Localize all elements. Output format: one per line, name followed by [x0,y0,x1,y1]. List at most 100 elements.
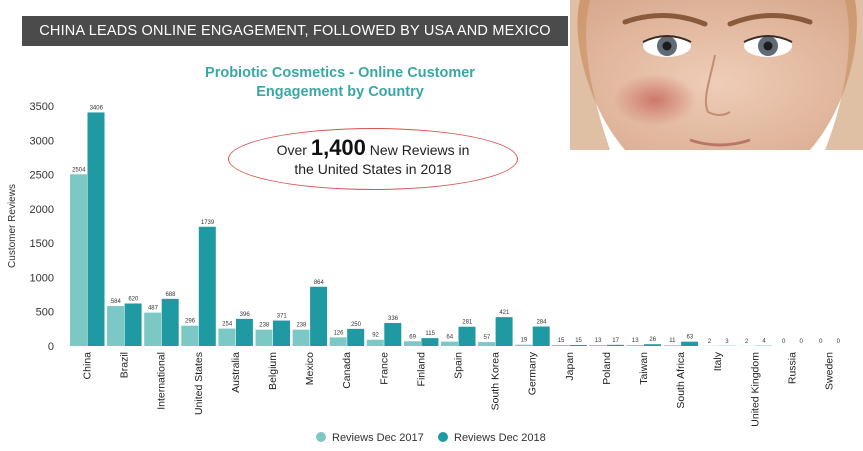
data-label: 13 [632,338,639,344]
data-label: 19 [521,338,528,344]
x-tick-label: Mexico [304,352,316,385]
data-label: 57 [484,335,491,341]
x-tick-label: South Korea [490,352,502,411]
bar-2017 [70,174,87,346]
bar-2018 [681,341,699,346]
callout-line2: the United States in 2018 [294,161,452,177]
y-tick-label: 2500 [30,170,54,182]
x-tick-label: International [156,352,168,410]
data-label: 69 [409,334,416,340]
legend-item-2017: Reviews Dec 2017 [316,432,424,444]
data-label: 2504 [72,167,86,173]
data-label: 0 [819,339,823,345]
data-label: 250 [351,322,362,328]
data-label: 63 [687,335,694,341]
data-label: 3406 [90,105,104,111]
bar-2018 [384,322,402,346]
bar-2017 [366,339,384,346]
bar-2018 [347,328,365,346]
x-tick-label: Canada [341,352,353,389]
x-tick-label: Japan [564,352,576,381]
x-tick-label: Russia [786,352,798,384]
x-tick-label: Sweden [824,352,836,390]
data-label: 620 [128,296,139,302]
bar-2018 [495,317,513,346]
callout-suffix: New Reviews in [369,142,470,158]
legend-label-2017: Reviews Dec 2017 [332,432,424,444]
data-label: 254 [222,322,233,328]
data-label: 1739 [201,220,215,226]
bar-2018 [273,320,290,346]
data-label: 0 [837,339,841,345]
bar-2017 [626,345,644,346]
legend-swatch-2017 [316,432,326,442]
y-tick-label: 3000 [30,135,54,147]
x-tick-label: Belgium [267,352,279,390]
data-label: 396 [240,312,251,318]
data-label: 487 [148,306,159,312]
x-tick-label: United Kingdom [749,352,761,427]
y-tick-label: 1000 [30,272,54,284]
data-label: 0 [799,339,803,345]
bar-2017 [663,345,681,346]
data-label: 238 [296,323,307,329]
data-label: 2 [708,339,712,345]
data-label: 371 [277,314,288,320]
data-label: 64 [446,335,453,341]
bar-2018 [458,326,476,346]
data-label: 17 [612,338,619,344]
bar-2017 [107,305,125,346]
data-label: 688 [165,292,176,298]
bar-2018 [161,298,179,346]
data-label: 3 [725,339,729,345]
bar-2018 [532,326,550,346]
bar-2017 [589,345,607,346]
callout-prefix: Over [276,142,307,158]
woman-face-photo [570,0,863,150]
data-label: 421 [499,310,510,316]
bar-2017 [255,329,273,346]
callout-ellipse: Over 1,400 New Reviews in the United Sta… [228,128,518,190]
bar-2018 [569,344,587,346]
x-tick-label: China [82,352,94,380]
data-label: 0 [782,339,786,345]
bar-2018 [87,112,105,347]
headline-banner: CHINA LEADS ONLINE ENGAGEMENT, FOLLOWED … [22,16,568,46]
data-label: 864 [314,280,325,286]
x-tick-label: Italy [712,351,724,371]
data-label: 13 [595,338,602,344]
data-label: 15 [558,338,565,344]
data-label: 92 [372,333,379,339]
x-tick-label: Germany [527,351,539,395]
bar-2017 [181,325,199,346]
data-label: 296 [185,319,196,325]
bar-2017 [403,341,421,346]
x-tick-label: Brazil [119,352,131,378]
bar-2018 [124,303,142,346]
data-label: 4 [762,339,766,345]
y-axis-label: Customer Reviews [7,184,18,268]
bar-2017 [144,312,162,346]
data-label: 284 [536,320,547,326]
bar-2017 [292,329,310,346]
y-tick-label: 500 [36,307,54,319]
x-tick-label: Finland [415,352,427,387]
bar-2018 [235,318,253,346]
bar-2018 [310,286,328,346]
legend-label-2018: Reviews Dec 2018 [454,432,546,444]
bar-2018 [198,226,216,346]
y-tick-label: 3500 [30,101,54,113]
data-label: 238 [259,323,270,329]
data-label: 281 [462,320,473,326]
x-tick-label: Taiwan [638,352,650,385]
bar-2017 [441,341,458,346]
data-label: 115 [425,331,435,337]
x-tick-label: Spain [453,352,465,379]
data-label: 11 [669,338,676,344]
data-label: 126 [333,330,344,336]
data-label: 26 [649,337,656,343]
legend-swatch-2018 [438,432,448,442]
x-tick-label: South Africa [675,352,687,409]
callout-number: 1,400 [310,135,366,160]
